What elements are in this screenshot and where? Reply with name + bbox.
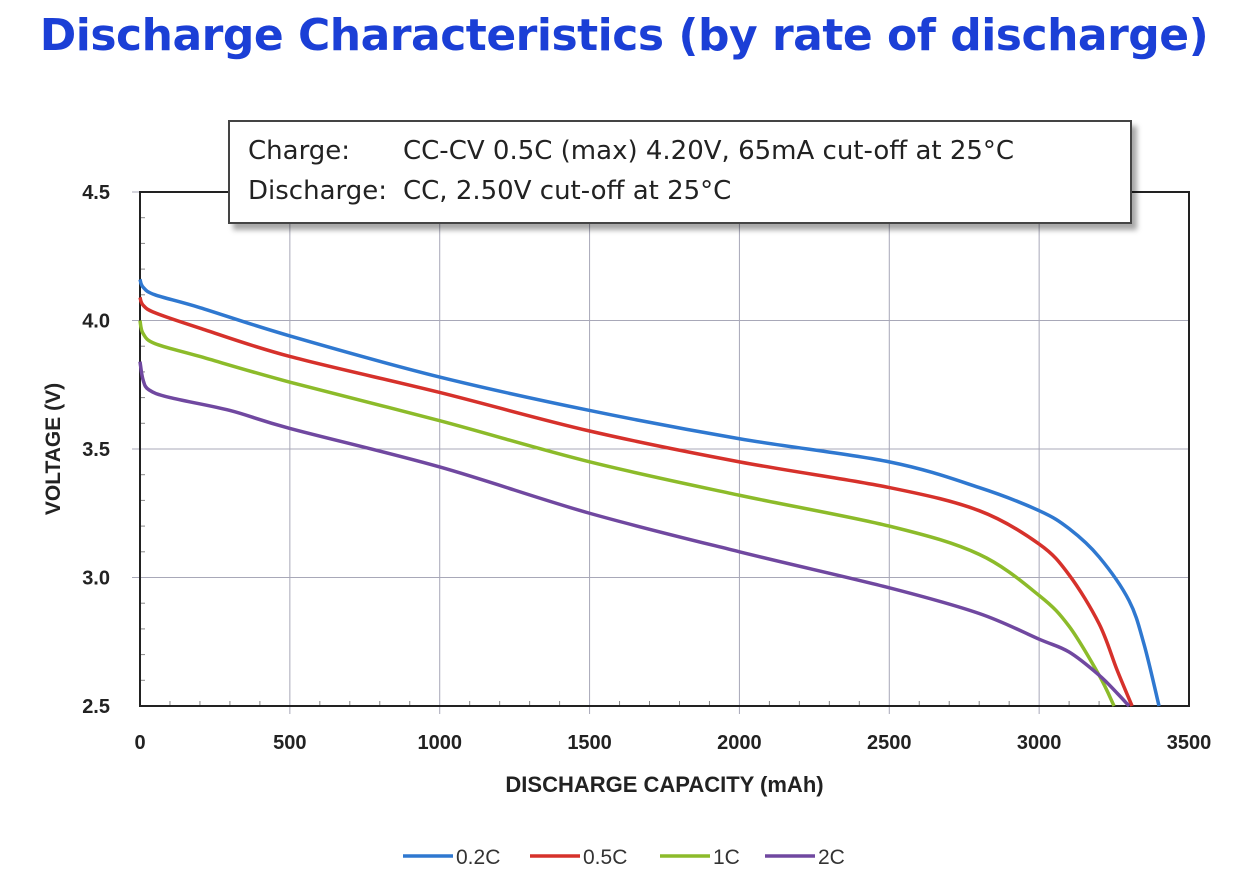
y-tick-label: 4.0 (82, 311, 110, 333)
series-line-2C (138, 361, 1131, 708)
legend-item-2C: 2C (765, 846, 845, 869)
x-tick-label: 0 (134, 732, 145, 754)
legend-item-0.5C: 0.5C (530, 846, 627, 869)
x-tick-label: 500 (273, 732, 306, 754)
x-tick-label: 2000 (717, 732, 762, 754)
series-line-1C (138, 320, 1116, 707)
series-line-0.2C (138, 278, 1161, 707)
y-tick-label: 3.5 (82, 439, 110, 461)
legend-item-0.2C: 0.2C (403, 846, 500, 869)
y-tick-label: 2.5 (82, 696, 110, 718)
x-tick-label: 1500 (567, 732, 612, 754)
x-tick-label: 3500 (1167, 732, 1212, 754)
chart-title: Discharge Characteristics (by rate of di… (39, 10, 1209, 61)
annotation-label: Discharge: (248, 176, 387, 206)
x-tick-label: 3000 (1017, 732, 1062, 754)
conditions-annotation: Charge: CC-CV 0.5C (max) 4.20V, 65mA cut-… (228, 120, 1132, 224)
y-axis-label: VOLTAGE (V) (42, 383, 65, 515)
series-line-0.5C (138, 296, 1134, 707)
x-tick-label: 2500 (867, 732, 912, 754)
legend-label: 0.2C (456, 846, 500, 869)
y-tick-label: 4.5 (82, 182, 110, 204)
annotation-text: CC-CV 0.5C (max) 4.20V, 65mA cut-off at … (403, 136, 1015, 166)
legend-item-1C: 1C (660, 846, 740, 869)
x-axis-label: DISCHARGE CAPACITY (mAh) (505, 772, 823, 797)
y-tick-label: 3.0 (82, 568, 110, 590)
annotation-label: Charge: (248, 136, 351, 166)
legend-label: 2C (818, 846, 845, 869)
x-tick-label: 1000 (417, 732, 462, 754)
legend-label: 0.5C (583, 846, 627, 869)
legend-label: 1C (713, 846, 740, 869)
annotation-text: CC, 2.50V cut-off at 25°C (403, 176, 732, 206)
